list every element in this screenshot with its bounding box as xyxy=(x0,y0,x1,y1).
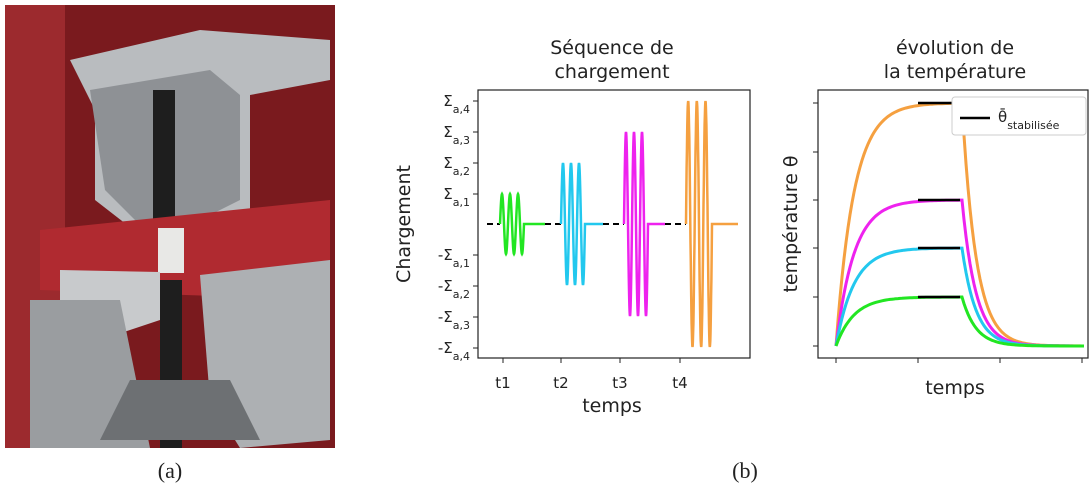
tick-label: -Σa,4 xyxy=(438,339,470,363)
loading-wave xyxy=(684,100,738,348)
chart-title: évolution de xyxy=(896,37,1014,59)
y-axis-label: température θ xyxy=(780,155,802,292)
tick-label: -Σa,3 xyxy=(438,308,470,332)
label-sub: a,4 xyxy=(453,350,470,363)
chart-title: Séquence de xyxy=(550,37,674,59)
temperature-curve xyxy=(834,295,1084,348)
label-sub: a,3 xyxy=(453,319,470,332)
photo xyxy=(5,5,335,448)
tick-label: θ̄stabilisée xyxy=(998,107,1060,131)
label-main: θ̄ xyxy=(998,107,1007,126)
tick-label: Σa,2 xyxy=(443,154,470,178)
caption-a: (a) xyxy=(158,458,182,483)
label-sub: a,2 xyxy=(453,165,470,178)
axes-frame xyxy=(477,89,751,359)
x-axis-label: temps xyxy=(582,395,642,417)
label-main: Σ xyxy=(443,185,452,203)
label-main: -Σ xyxy=(438,308,453,326)
chart-title: chargement xyxy=(554,61,669,83)
loading-wave xyxy=(622,131,665,317)
tick-label: Σa,3 xyxy=(443,123,470,147)
label-main: Σ xyxy=(443,92,452,110)
x-tick-label: t1 xyxy=(495,374,510,392)
label-main: -Σ xyxy=(438,246,453,264)
label-sub: a,1 xyxy=(453,257,470,270)
loading-wave xyxy=(559,162,603,286)
label-sub: a,3 xyxy=(453,134,470,147)
caption-b: (b) xyxy=(732,458,758,483)
label-sub: stabilisée xyxy=(1007,119,1059,132)
loading-wave xyxy=(498,191,545,257)
axes-frame xyxy=(817,89,1089,359)
tick-label: -Σa,2 xyxy=(438,277,470,301)
label-sub: a,1 xyxy=(453,196,470,209)
chart-title: la température xyxy=(884,61,1026,83)
y-axis-label: Chargement xyxy=(393,165,415,283)
label-main: -Σ xyxy=(438,339,453,357)
x-tick-label: t2 xyxy=(553,374,568,392)
label-main: Σ xyxy=(443,154,452,172)
label-main: -Σ xyxy=(438,277,453,295)
tick-label: Σa,4 xyxy=(443,92,470,116)
x-axis-label: temps xyxy=(925,377,985,399)
temperature-curve xyxy=(834,198,1084,348)
label-main: Σ xyxy=(443,123,452,141)
label-sub: a,2 xyxy=(453,288,470,301)
label-sub: a,4 xyxy=(453,103,470,116)
x-tick-label: t4 xyxy=(672,374,687,392)
tick-label: -Σa,1 xyxy=(438,246,470,270)
tick-label: Σa,1 xyxy=(443,185,470,209)
x-tick-label: t3 xyxy=(612,374,627,392)
temperature-curve xyxy=(834,101,1084,348)
legend-box xyxy=(951,96,1087,136)
